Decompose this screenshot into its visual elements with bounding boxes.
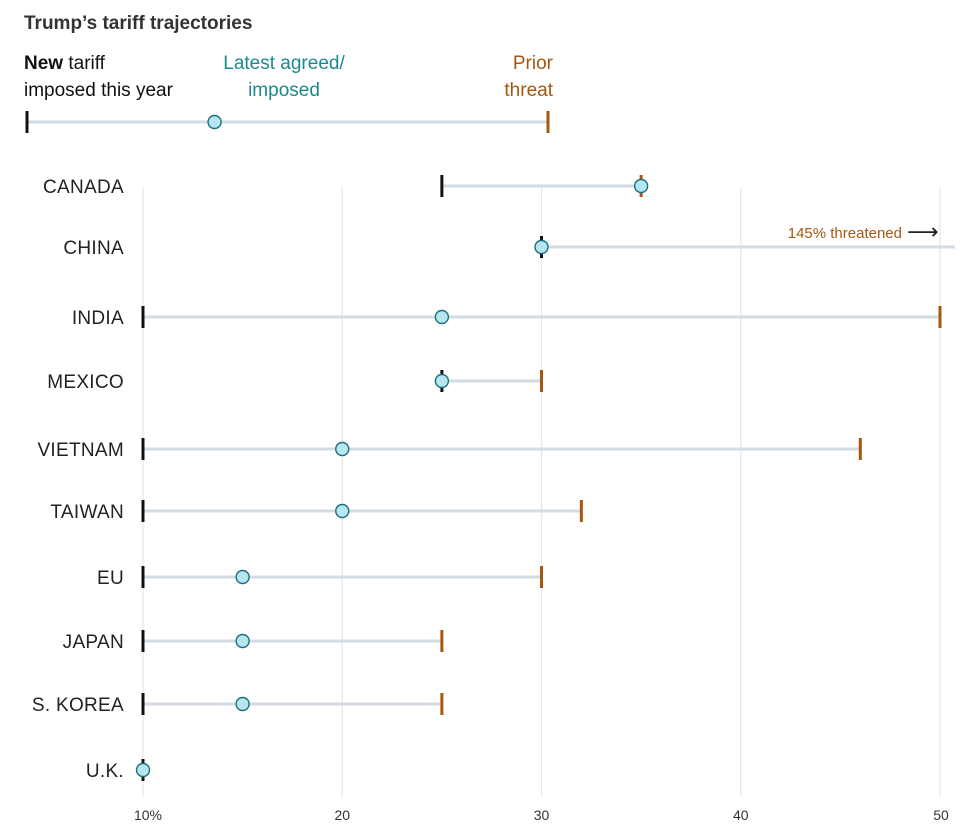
latest-dot [235,633,250,649]
row-canada: CANADA [43,175,649,198]
china-threat-annotation-text: 145% threatened [788,225,902,242]
latest-dot [135,762,151,778]
latest-dot [235,569,250,585]
country-label: S. KOREA [32,695,124,716]
legend-new-line2: imposed this year [24,80,174,101]
legend-prior-line2: threat [504,80,553,101]
country-label: CANADA [43,177,124,198]
latest-dot [434,373,450,389]
row-eu: EU [97,566,543,589]
row-mexico: MEXICO [47,370,543,393]
legend-new-line1: New tariff [24,53,106,74]
china-threat-annotation: 145% threatened ⟶ [788,219,939,244]
latest-dot [335,441,350,457]
row-s-korea: S. KOREA [32,693,444,716]
row-vietnam: VIETNAM [37,438,862,461]
latest-dot [335,503,350,519]
x-tick-label: 10% [134,807,162,823]
row-u-k: U.K. [86,759,151,782]
row-japan: JAPAN [63,630,444,653]
country-label: VIETNAM [37,440,124,461]
legend-latest-dot [207,114,222,130]
legend-prior-line1: Prior [513,53,554,74]
chart-rows: CANADA CHINA INDIA MEXICO VIETNAM TAIWAN EU JAP… [32,175,955,782]
legend-latest-line1: Latest agreed/ [223,53,345,74]
row-china: CHINA [63,236,955,259]
chart-title: Trump’s tariff trajectories [24,13,252,34]
x-tick-label: 50 [933,807,949,823]
country-label: JAPAN [63,632,124,653]
arrow-right-icon: ⟶ [907,219,939,244]
latest-dot [235,696,250,712]
legend-latest-line2: imposed [248,80,320,101]
x-tick-label: 20 [334,807,350,823]
country-label: EU [97,568,124,589]
latest-dot [633,178,649,194]
x-tick-label: 40 [733,807,749,823]
latest-dot [434,309,450,325]
x-axis-ticks: 10% 20 30 40 50 [134,807,949,823]
row-taiwan: TAIWAN [50,500,583,523]
country-label: INDIA [72,308,124,329]
legend-example-range [25,111,550,133]
x-tick-label: 30 [534,807,550,823]
latest-dot [534,239,549,255]
country-label: U.K. [86,761,124,782]
country-label: MEXICO [47,372,124,393]
row-india: INDIA [72,306,942,329]
country-label: TAIWAN [50,502,124,523]
country-label: CHINA [63,238,124,259]
legend: New tariff imposed this year Latest agre… [24,53,554,133]
